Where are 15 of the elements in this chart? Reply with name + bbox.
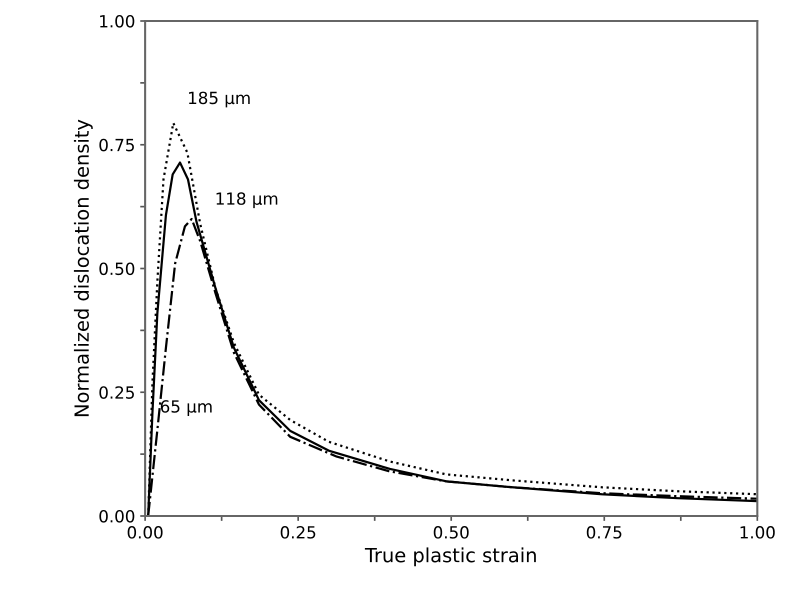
x-tick-label: 1.00 (740, 526, 775, 539)
x-axis-title: True plastic strain (364, 547, 536, 566)
y-tick-label: 0.00 (99, 510, 134, 523)
x-tick-label: 0.50 (434, 526, 469, 539)
x-tick-label: 0.00 (128, 526, 163, 539)
series-label: 65 µm (160, 400, 212, 416)
y-axis-title: Normalized dislocation density (74, 120, 93, 416)
series-label: 118 µm (216, 192, 278, 208)
x-tick-label: 0.75 (586, 526, 622, 539)
series-label: 185 µm (189, 92, 250, 108)
y-tick-label: 1.00 (100, 14, 134, 28)
x-tick-label: 0.25 (280, 526, 316, 539)
y-tick-label: 0.75 (99, 138, 134, 152)
y-tick-label: 0.50 (99, 262, 134, 276)
y-tick-label: 0.25 (99, 386, 134, 399)
